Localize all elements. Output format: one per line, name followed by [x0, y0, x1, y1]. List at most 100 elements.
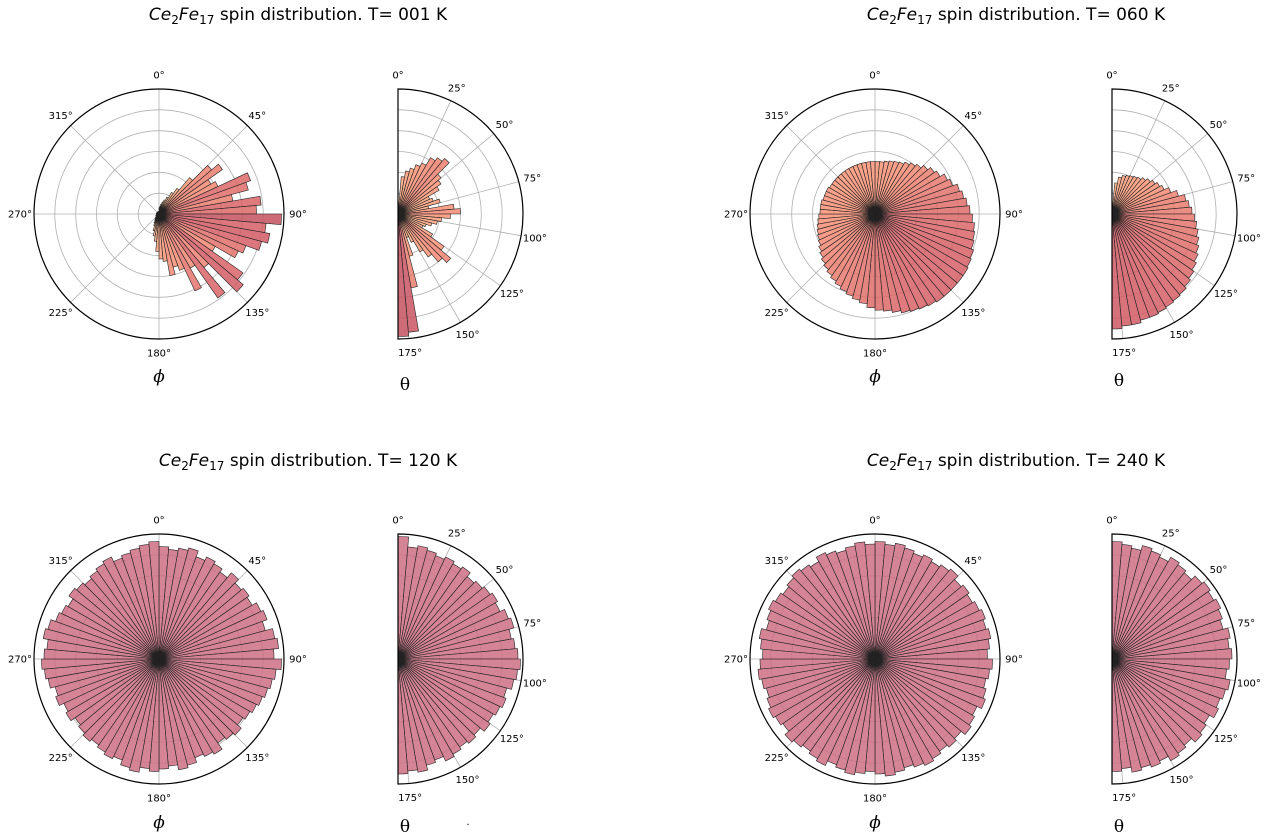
theta-bar [397, 658, 507, 708]
theta-bar [1111, 658, 1180, 762]
theta-tick-label: 50° [496, 120, 514, 131]
phi-bar [816, 213, 876, 235]
theta-tick-label: 0° [392, 71, 403, 82]
theta-tick-label: 175° [398, 348, 422, 359]
phi-bar [757, 658, 876, 680]
phi-bar [874, 213, 911, 314]
phi-bar [874, 658, 957, 748]
phi-tick-label: 225° [765, 308, 789, 319]
phi-bar [818, 213, 876, 220]
theta-bar [397, 213, 452, 264]
panel-T-060K: Ce2Fe17 spin distribution. T= 060 K 0° 45°… [724, 5, 1261, 391]
panel-T-120K: Ce2Fe17 spin distribution. T= 120 K 0° 45°… [8, 451, 547, 837]
phi-bar [41, 658, 160, 670]
theta-bar [1111, 581, 1211, 660]
phi-bar [158, 610, 268, 660]
phi-bar [158, 658, 257, 714]
phi-bar [874, 658, 935, 766]
phi-bar [158, 181, 249, 215]
phi-polar-axes: 0° 45° 90° 135° 180° 225° 270° 315° [8, 71, 307, 360]
phi-tick-label: 180° [863, 794, 887, 805]
phi-polar-axes: 0° 45° 90° 135° 180° 225° 270° 315° [724, 516, 1023, 805]
phi-bar [158, 658, 214, 757]
theta-tick-label: 150° [1169, 775, 1193, 786]
theta-tick-label: 150° [455, 775, 479, 786]
phi-bar [864, 543, 876, 660]
theta-bar [1111, 550, 1161, 660]
theta-tick-label: 150° [455, 330, 479, 341]
phi-tick-label: 180° [147, 349, 171, 360]
theta-tick-label: 100° [1237, 234, 1261, 245]
phi-bar [158, 572, 239, 660]
phi-bar [158, 658, 234, 740]
phi-bar [158, 213, 185, 271]
theta-tick-label: 25° [448, 529, 466, 540]
theta-tick-label: 150° [1169, 330, 1193, 341]
theta-bar [397, 658, 491, 732]
phi-bar [759, 658, 876, 670]
phi-bar [874, 638, 990, 660]
theta-tick-label: 125° [500, 289, 524, 300]
phi-polar-axes: 0° 45° 90° 135° 180° 225° 270° 315° [8, 516, 307, 805]
phi-bar [78, 658, 160, 734]
phi-bar [158, 213, 239, 259]
theta-bar [397, 213, 433, 258]
phi-bar [874, 658, 924, 768]
theta-axis-label: θ [1114, 371, 1124, 391]
theta-tick-label: 175° [1112, 793, 1136, 804]
phi-bar [874, 213, 945, 303]
phi-bar [158, 213, 164, 260]
phi-bar [818, 213, 876, 252]
phi-tick-label: 135° [245, 308, 269, 319]
phi-bar [874, 554, 933, 660]
phi-bar [874, 658, 886, 775]
phi-axis-label: ϕ [153, 367, 165, 387]
phi-tick-label: 90° [289, 655, 307, 666]
phi-bar [158, 658, 223, 755]
phi-tick-label: 315° [765, 556, 789, 567]
theta-axis-label: θ [1114, 817, 1124, 837]
phi-tick-label: 270° [724, 210, 748, 221]
phi-bar [55, 612, 160, 660]
phi-tick-label: 45° [248, 556, 266, 567]
theta-bar [397, 198, 441, 215]
phi-tick-label: 225° [765, 753, 789, 764]
phi-bar [874, 213, 902, 313]
phi-bar [158, 163, 223, 215]
theta-bar [397, 592, 499, 660]
theta-tick-label: 50° [1210, 565, 1228, 576]
theta-bar [1111, 658, 1161, 768]
theta-bar [397, 186, 440, 215]
theta-grid-ring [397, 109, 503, 319]
panel-title: Ce2Fe17 spin distribution. T= 060 K [867, 5, 1166, 27]
phi-tick-label: 0° [869, 516, 880, 527]
panel-title: Ce2Fe17 spin distribution. T= 001 K [149, 5, 448, 27]
theta-polar-axes: 0° 25° 50° 75° 100° 125° 150° 175° [1106, 71, 1261, 359]
theta-tick-label: 50° [1210, 120, 1228, 131]
phi-frame [33, 88, 285, 340]
theta-tick-label: 25° [1162, 84, 1180, 95]
phi-bar [834, 213, 876, 287]
phi-bar [874, 213, 937, 307]
theta-bar [1111, 658, 1143, 773]
panel-title: Ce2Fe17 spin distribution. T= 240 K [867, 451, 1166, 473]
theta-tick-label: 75° [1237, 174, 1255, 185]
theta-grid-ring [397, 130, 482, 298]
theta-tick-label: 25° [448, 84, 466, 95]
phi-bar [158, 563, 223, 660]
phi-frame [749, 88, 1001, 340]
phi-tick-label: 45° [964, 111, 982, 122]
theta-tick-label: 75° [523, 174, 541, 185]
phi-bar [158, 213, 244, 293]
phi-bar [791, 568, 876, 660]
theta-bar [397, 658, 455, 762]
theta-bar [1111, 608, 1223, 660]
theta-bar [1111, 658, 1219, 719]
theta-frame [1111, 88, 1238, 340]
phi-bar [815, 552, 876, 660]
phi-bar [874, 213, 884, 311]
phi-tick-label: 180° [147, 794, 171, 805]
theta-tick-label: 125° [500, 734, 524, 745]
phi-bar [874, 658, 986, 710]
theta-bar [397, 556, 455, 660]
